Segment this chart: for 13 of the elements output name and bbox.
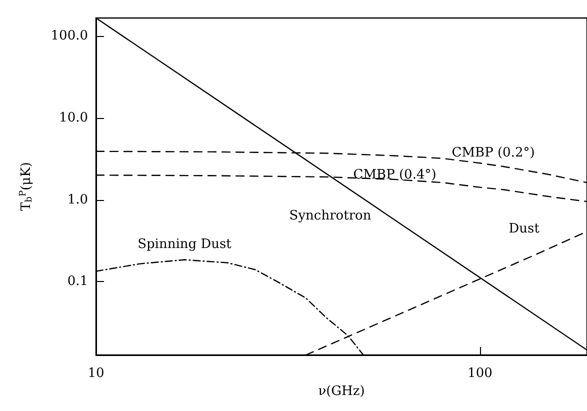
series-label: Dust: [508, 221, 540, 236]
y-tick-label: 10.0: [59, 110, 88, 126]
y-axis-title: TbP(μK): [18, 162, 34, 211]
x-axis-title: ν(GHz): [318, 384, 365, 399]
series-label: Synchrotron: [289, 208, 372, 224]
series-label: CMBP (0.2°): [452, 145, 535, 160]
y-tick-label: 1.0: [67, 192, 88, 208]
series-label: Spinning Dust: [138, 236, 232, 252]
y-tick-label: 100.0: [50, 28, 88, 44]
y-tick-label: 0.1: [67, 274, 88, 290]
x-tick-label: 100: [468, 366, 492, 381]
series-label: CMBP (0.4°): [353, 167, 436, 182]
x-tick-label: 10: [88, 366, 104, 381]
